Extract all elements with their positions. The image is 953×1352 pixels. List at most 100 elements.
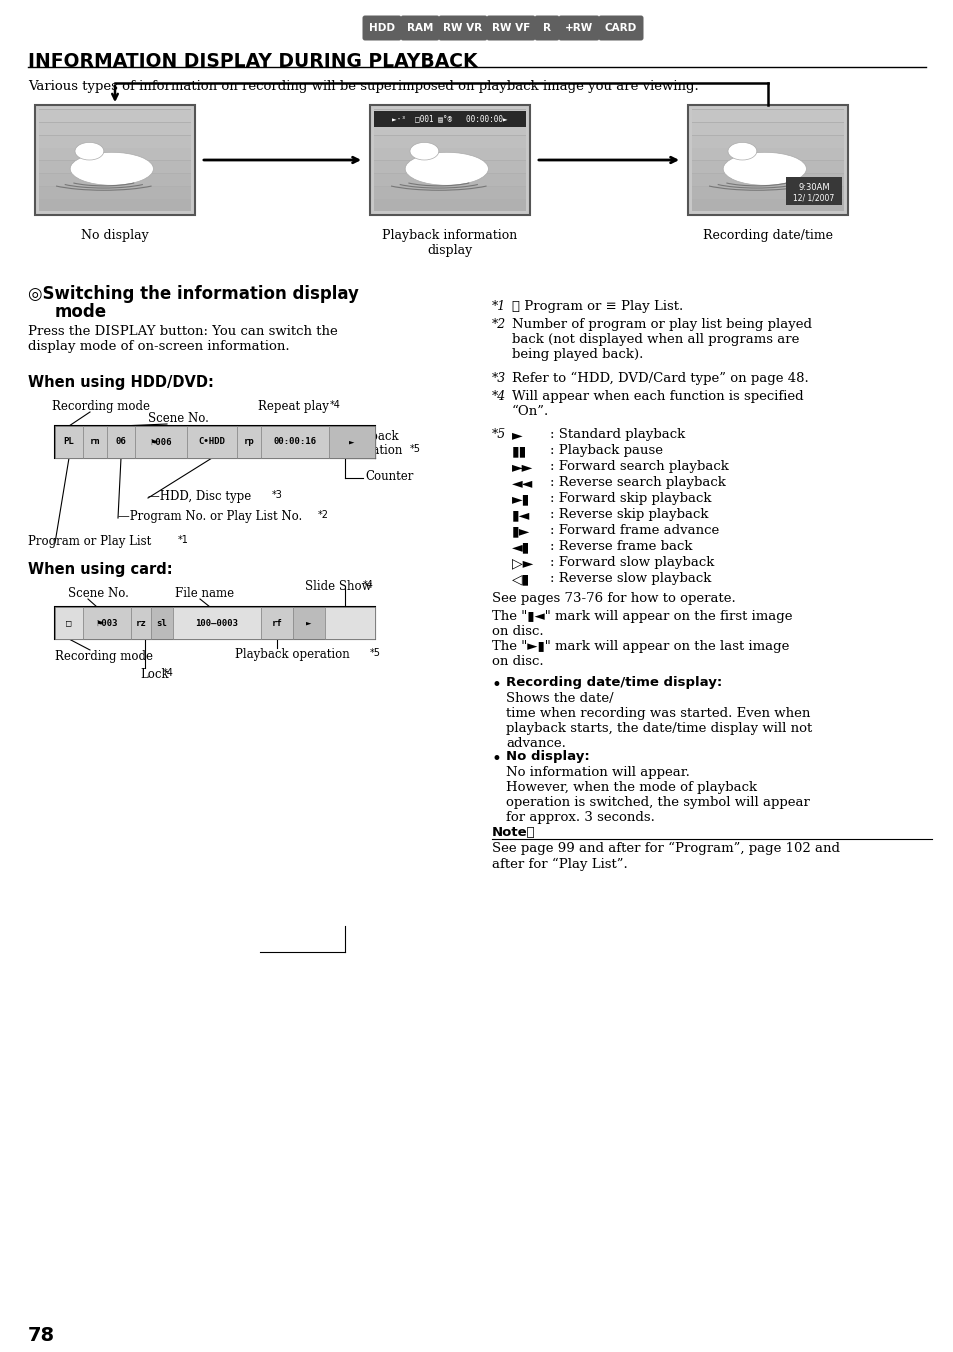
Text: ◄▮: ◄▮ — [512, 539, 530, 554]
Text: : Reverse skip playback: : Reverse skip playback — [550, 508, 708, 521]
Bar — [39, 123, 191, 135]
Text: ⚑003: ⚑003 — [96, 618, 117, 627]
Text: sl: sl — [156, 618, 167, 627]
Text: rz: rz — [135, 618, 146, 627]
Text: *1: *1 — [492, 300, 506, 314]
Text: When using card:: When using card: — [28, 562, 172, 577]
Text: 00:00:16: 00:00:16 — [274, 438, 316, 446]
Text: Various types of information on recording will be superimposed on playback image: Various types of information on recordin… — [28, 80, 698, 93]
Text: No display: No display — [81, 228, 149, 242]
Bar — [691, 123, 843, 135]
Text: +RW: +RW — [564, 23, 593, 32]
Text: •: • — [492, 750, 501, 768]
Text: No display:: No display: — [505, 750, 589, 763]
Bar — [187, 426, 236, 458]
Text: *2: *2 — [492, 318, 506, 331]
Text: See page 99 and after for “Program”, page 102 and
after for “Play List”.: See page 99 and after for “Program”, pag… — [492, 842, 840, 871]
Bar — [39, 110, 191, 122]
Text: □: □ — [67, 618, 71, 627]
Text: *2: *2 — [317, 510, 329, 521]
Text: ▮▮: ▮▮ — [512, 443, 527, 458]
Text: Counter: Counter — [365, 470, 413, 483]
Text: ►▮: ►▮ — [512, 492, 530, 506]
Text: rp: rp — [243, 438, 254, 446]
Text: Recording mode: Recording mode — [55, 650, 152, 662]
Text: Number of program or play list being played
back (not displayed when all program: Number of program or play list being pla… — [512, 318, 811, 361]
Text: Press the DISPLAY button: You can switch the
display mode of on-screen informati: Press the DISPLAY button: You can switch… — [28, 324, 337, 353]
Bar — [39, 147, 191, 160]
Text: : Playback pause: : Playback pause — [550, 443, 662, 457]
Text: Shows the date/
time when recording was started. Even when
playback starts, the : Shows the date/ time when recording was … — [505, 692, 811, 750]
Text: See pages 73-76 for how to operate.: See pages 73-76 for how to operate. — [492, 592, 735, 604]
Text: ◄◄: ◄◄ — [512, 476, 533, 489]
Bar — [83, 426, 107, 458]
Text: : Reverse search playback: : Reverse search playback — [550, 476, 725, 489]
Text: : Forward frame advance: : Forward frame advance — [550, 525, 719, 537]
Bar — [691, 110, 843, 122]
Ellipse shape — [71, 153, 153, 185]
Text: 9:30AM: 9:30AM — [798, 183, 829, 192]
Bar — [691, 174, 843, 187]
Text: Will appear when each function is specified
“On”.: Will appear when each function is specif… — [512, 389, 802, 418]
Text: *3: *3 — [492, 372, 506, 385]
Text: *4: *4 — [163, 668, 173, 677]
Text: : Forward skip playback: : Forward skip playback — [550, 492, 711, 506]
Text: R: R — [542, 23, 551, 32]
Bar — [39, 199, 191, 211]
Text: Note：: Note： — [492, 826, 535, 840]
Text: ▮►: ▮► — [512, 525, 530, 538]
FancyBboxPatch shape — [400, 15, 439, 41]
Text: ►►: ►► — [512, 460, 533, 475]
FancyBboxPatch shape — [558, 15, 598, 41]
Bar — [261, 607, 293, 639]
Bar — [374, 110, 525, 211]
Bar — [261, 426, 329, 458]
Ellipse shape — [727, 142, 756, 160]
Bar — [374, 123, 525, 135]
Text: *4: *4 — [330, 400, 340, 410]
Bar — [374, 147, 525, 160]
Bar — [374, 174, 525, 187]
Text: Playback: Playback — [345, 430, 398, 443]
Text: : Forward search playback: : Forward search playback — [550, 460, 728, 473]
Bar — [374, 110, 525, 122]
Text: ►: ► — [306, 618, 312, 627]
Text: •: • — [492, 676, 501, 694]
Bar — [374, 161, 525, 173]
Ellipse shape — [410, 142, 438, 160]
FancyBboxPatch shape — [486, 15, 535, 41]
Bar — [691, 110, 843, 211]
Text: Playback information
display: Playback information display — [382, 228, 517, 257]
Bar — [39, 161, 191, 173]
Text: 12/ 1/2007: 12/ 1/2007 — [793, 193, 834, 203]
Text: INFORMATION DISPLAY DURING PLAYBACK: INFORMATION DISPLAY DURING PLAYBACK — [28, 51, 477, 72]
Ellipse shape — [405, 153, 488, 185]
Text: CARD: CARD — [604, 23, 637, 32]
Text: *1: *1 — [178, 535, 189, 545]
Text: Scene No.: Scene No. — [148, 412, 209, 425]
Bar — [55, 607, 83, 639]
Bar — [39, 174, 191, 187]
Text: operation: operation — [345, 443, 402, 457]
Text: *4: *4 — [363, 580, 374, 589]
Text: : Reverse slow playback: : Reverse slow playback — [550, 572, 711, 585]
Ellipse shape — [75, 142, 104, 160]
Text: rf: rf — [272, 618, 282, 627]
FancyBboxPatch shape — [362, 15, 401, 41]
Bar — [374, 111, 525, 127]
Text: Recording date/time display:: Recording date/time display: — [505, 676, 721, 690]
Text: *5: *5 — [492, 429, 506, 441]
Text: RW VF: RW VF — [492, 23, 530, 32]
Bar — [39, 187, 191, 199]
Bar — [35, 105, 194, 215]
Text: rn: rn — [90, 438, 100, 446]
Text: No information will appear.
However, when the mode of playback
operation is swit: No information will appear. However, whe… — [505, 767, 809, 823]
Ellipse shape — [722, 153, 805, 185]
Text: —Program No. or Play List No.: —Program No. or Play List No. — [118, 510, 302, 523]
Bar — [691, 137, 843, 147]
Bar — [691, 187, 843, 199]
Text: PL: PL — [64, 438, 74, 446]
Text: 78: 78 — [28, 1326, 55, 1345]
Bar — [83, 607, 131, 639]
Bar — [370, 105, 530, 215]
